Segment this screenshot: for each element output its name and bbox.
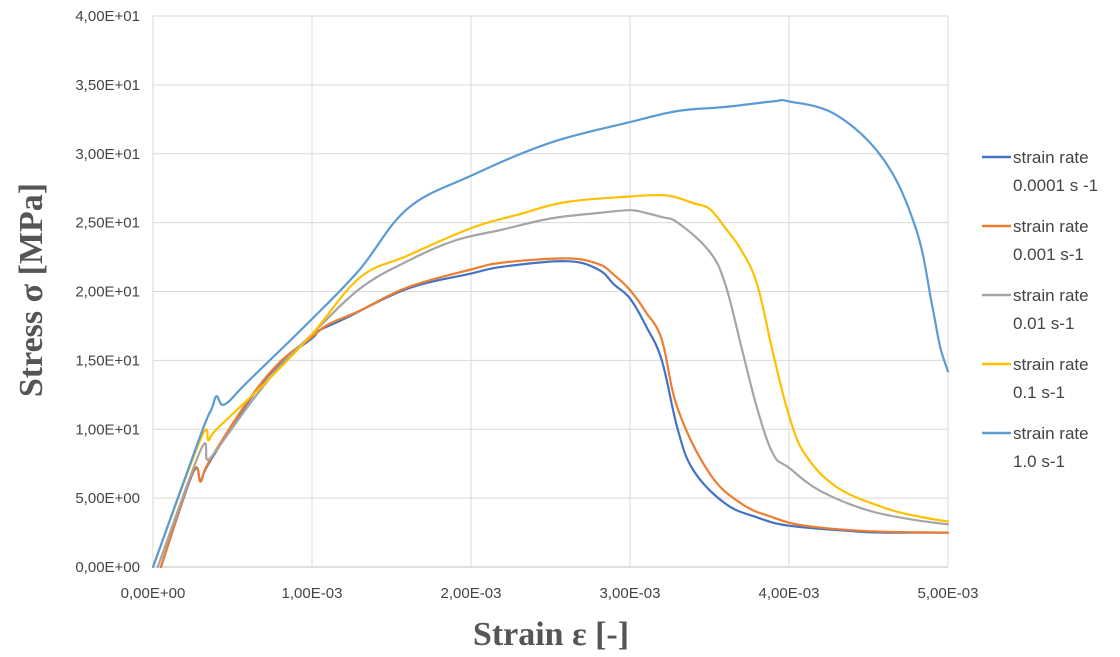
legend-label: 0.001 s-1 [1013,245,1084,264]
y-tick-label: 1,50E+01 [75,352,140,369]
y-tick-label: 1,00E+01 [75,421,140,438]
y-tick-label: 4,00E+01 [75,8,140,25]
y-tick-label: 0,00E+00 [75,559,140,576]
legend-label: strain rate [1013,355,1089,374]
legend-label: strain rate [1013,148,1089,167]
y-tick-label: 3,50E+01 [75,77,140,94]
legend-label: 0.0001 s -1 [1013,176,1098,195]
legend-label: 0.1 s-1 [1013,383,1065,402]
y-tick-label: 3,00E+01 [75,146,140,163]
series-line-1 [159,257,950,569]
y-axis-title: Stress σ [MPa] [13,183,50,397]
legend-label: strain rate [1013,424,1089,443]
x-tick-label: 4,00E-03 [759,585,820,602]
x-tick-label: 5,00E-03 [918,585,979,602]
legend-label: strain rate [1013,286,1089,305]
y-tick-label: 2,00E+01 [75,284,140,301]
x-tick-label: 0,00E+00 [121,585,186,602]
x-tick-label: 1,00E-03 [282,585,343,602]
legend-label: strain rate [1013,217,1089,236]
x-tick-label: 3,00E-03 [600,585,661,602]
series-line-4 [151,98,950,569]
legend: strain rate 0.0001 s -1 strain rate 0.001 s… [982,148,1098,471]
x-axis-title: Strain ε [-] [473,616,629,653]
y-tick-label: 2,50E+01 [75,215,140,232]
series-line-0 [159,260,950,569]
y-axis-ticks: 0,00E+00 5,00E+00 1,00E+01 1,50E+01 2,00E+01… [75,8,140,576]
x-axis-ticks: 0,00E+00 1,00E-03 2,00E-03 3,00E-03 4,00E-03… [121,585,979,602]
legend-label: 0.01 s-1 [1013,314,1074,333]
y-tick-label: 5,00E+00 [75,490,140,507]
gridlines [152,15,949,568]
legend-label: 1.0 s-1 [1013,452,1065,471]
x-tick-label: 2,00E-03 [441,585,502,602]
series-line-2 [156,209,950,569]
series-line-3 [151,193,950,569]
series-lines [151,98,950,569]
